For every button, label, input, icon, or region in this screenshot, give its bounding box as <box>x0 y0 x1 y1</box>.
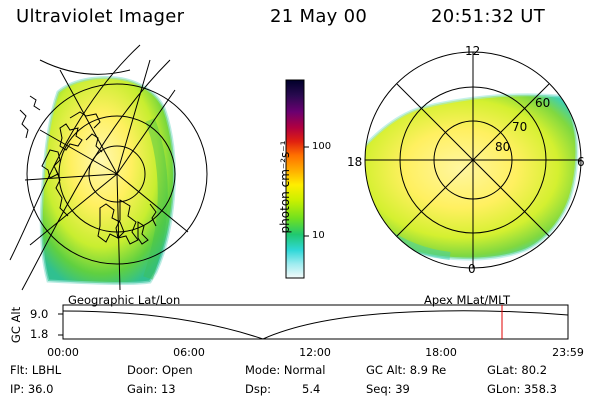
colorbar-tick-10: 10 <box>312 230 325 241</box>
colorbar-unit-label: photon cm⁻²s⁻¹ <box>278 140 292 234</box>
timeline-plot <box>58 304 569 340</box>
observation-time: 20:51:32 UT <box>431 6 546 27</box>
geo-panel-label: Geographic Lat/Lon <box>68 293 181 307</box>
mlt-label-6: 6 <box>577 155 585 169</box>
timeline-xtick: 18:00 <box>425 346 457 359</box>
glat-readout: GLat: 80.2 <box>487 363 548 377</box>
mlt-label-12: 12 <box>465 44 481 58</box>
magnetic-image <box>364 51 582 269</box>
glon-readout: GLon: 358.3 <box>487 382 557 396</box>
mlt-label-18: 18 <box>347 155 363 169</box>
mlat-label-60: 60 <box>535 96 551 110</box>
instrument-title: Ultraviolet Imager <box>16 6 185 27</box>
timeline-xtick: 12:00 <box>299 346 331 359</box>
observation-date: 21 May 00 <box>270 6 368 27</box>
timeline-xtick: 00:00 <box>47 346 79 359</box>
colorbar <box>285 79 309 279</box>
dsp-label: Dsp: <box>245 382 272 396</box>
geographic-image <box>9 44 208 291</box>
mlat-label-70: 70 <box>512 120 528 134</box>
filter-readout: Flt: LBHL <box>10 363 62 377</box>
mlat-label-80: 80 <box>495 140 511 154</box>
seq-readout: Seq: 39 <box>366 382 410 396</box>
colorbar-tick-100: 100 <box>312 141 332 152</box>
gc-alt-readout: GC Alt: 8.9 Re <box>366 363 447 377</box>
timeline-xtick: 06:00 <box>173 346 205 359</box>
timeline-ylabel: GC Alt <box>9 306 23 344</box>
timeline-xtick: 23:59 <box>552 346 584 359</box>
timeline-ytick-max: 9.0 <box>30 307 49 321</box>
mode-readout: Mode: Normal <box>245 363 326 377</box>
mlt-label-0: 0 <box>468 262 476 276</box>
door-readout: Door: Open <box>127 363 193 377</box>
ip-readout: IP: 36.0 <box>10 382 54 396</box>
timeline-ytick-min: 1.8 <box>30 327 49 341</box>
gain-readout: Gain: 13 <box>127 382 176 396</box>
dsp-value: 5.4 <box>302 382 321 396</box>
mag-panel-label: Apex MLat/MLT <box>424 293 511 307</box>
